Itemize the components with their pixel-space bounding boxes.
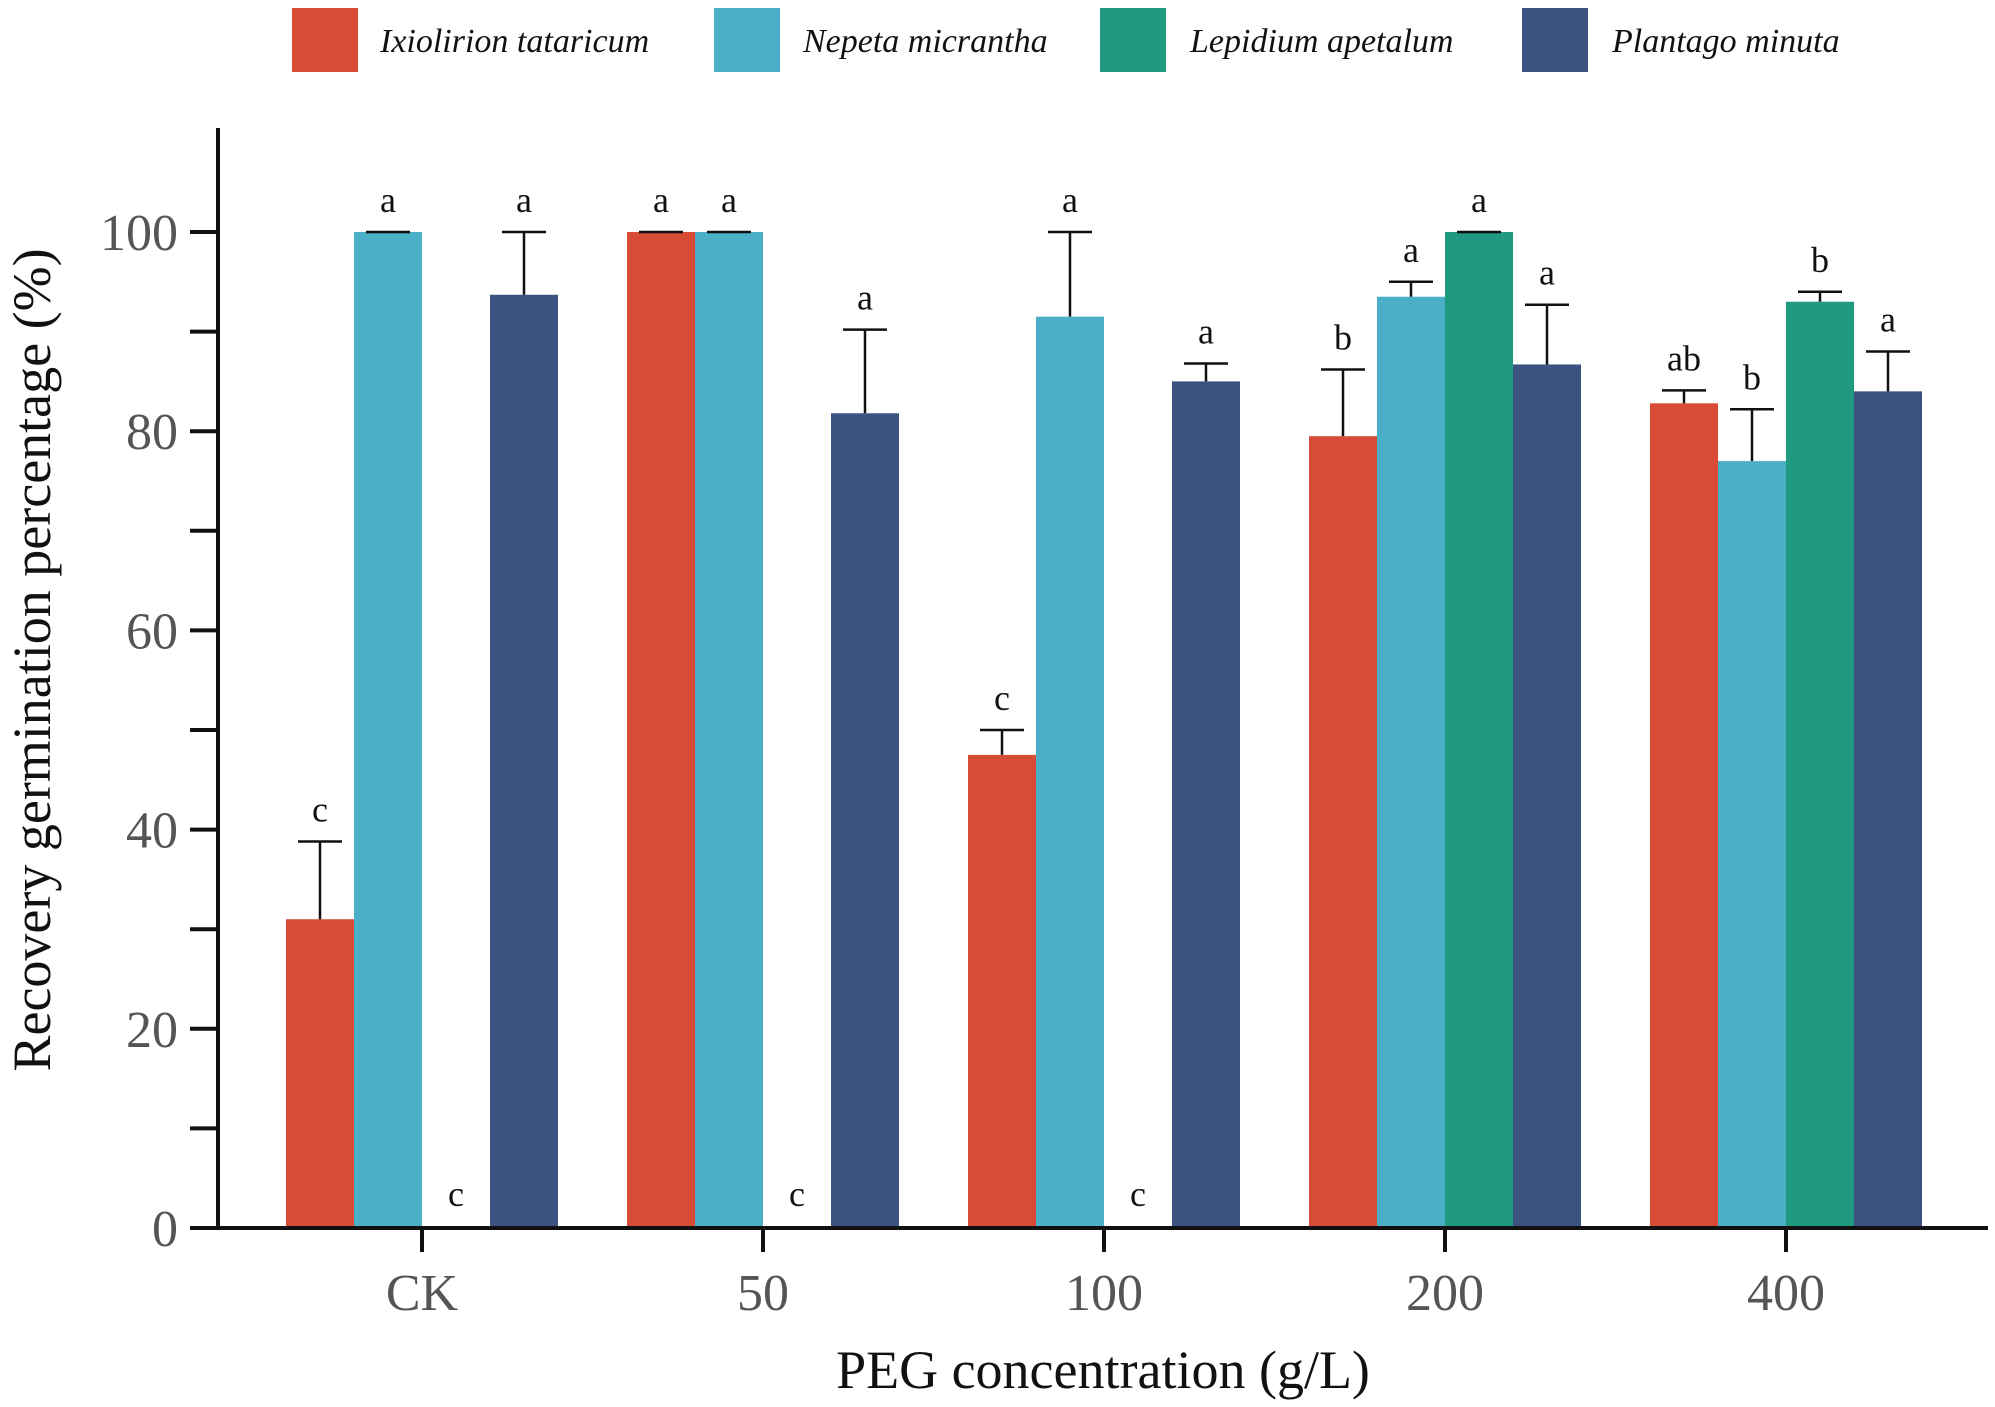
legend-swatch — [1522, 8, 1588, 72]
significance-label: a — [653, 180, 669, 220]
legend-label: Nepeta micrantha — [802, 23, 1048, 60]
y-tick-label: 20 — [126, 1002, 178, 1059]
legend-label: Plantago minuta — [1611, 23, 1840, 60]
legend-label: Ixiolirion tataricum — [379, 23, 649, 60]
bar — [286, 919, 354, 1228]
x-tick-label: 400 — [1747, 1265, 1825, 1322]
bar — [1718, 461, 1786, 1229]
y-tick-label: 100 — [100, 205, 178, 262]
x-axis-ticks: CK 50 100 200 400 — [386, 1228, 1825, 1322]
significance-label: c — [994, 678, 1010, 718]
y-tick-label: 80 — [126, 404, 178, 461]
significance-label: c — [448, 1174, 464, 1214]
x-tick-label: 200 — [1406, 1265, 1484, 1322]
bar — [1036, 316, 1104, 1228]
bar — [354, 232, 422, 1228]
bar — [1854, 391, 1922, 1228]
significance-label: c — [1130, 1174, 1146, 1214]
x-tick-label: 50 — [737, 1265, 789, 1322]
significance-label: b — [1334, 317, 1352, 357]
x-tick-label: 100 — [1065, 1265, 1143, 1322]
significance-label: a — [516, 180, 532, 220]
bar — [1445, 232, 1513, 1228]
legend-swatch — [1100, 8, 1166, 72]
bar — [627, 232, 695, 1228]
significance-label: c — [312, 790, 328, 830]
error-bar-group — [298, 230, 1910, 920]
bar — [1377, 296, 1445, 1228]
bar — [1309, 436, 1377, 1228]
legend-label: Lepidium apetalum — [1189, 23, 1453, 60]
x-tick-label: CK — [386, 1265, 459, 1322]
bar — [695, 232, 763, 1228]
y-tick-label: 0 — [152, 1201, 178, 1258]
significance-label: a — [1403, 230, 1419, 270]
significance-label: a — [1539, 253, 1555, 293]
y-tick-label: 40 — [126, 803, 178, 860]
legend-swatch — [714, 8, 780, 72]
bar — [1650, 403, 1718, 1228]
bar — [1786, 301, 1854, 1229]
legend: Ixiolirion tataricum Nepeta micrantha Lepi… — [292, 8, 1840, 72]
significance-label: a — [1880, 300, 1896, 340]
bar — [1172, 381, 1240, 1228]
y-tick-label: 60 — [126, 603, 178, 660]
significance-label: ab — [1667, 338, 1701, 378]
significance-label: c — [789, 1174, 805, 1214]
y-axis-title: Recovery germination percentage (%) — [2, 248, 62, 1071]
significance-label: a — [721, 180, 737, 220]
bar — [490, 294, 558, 1228]
significance-label: b — [1743, 357, 1761, 397]
bar — [968, 754, 1036, 1228]
bar-group — [286, 232, 1922, 1229]
significance-label: a — [1198, 311, 1214, 351]
legend-swatch — [292, 8, 358, 72]
y-axis-ticks: 0 20 40 60 80 100 — [100, 205, 218, 1258]
x-axis-title: PEG concentration (g/L) — [836, 1340, 1370, 1400]
bar — [1513, 364, 1581, 1228]
significance-label: a — [1062, 180, 1078, 220]
significance-label: a — [380, 180, 396, 220]
significance-label: a — [857, 278, 873, 318]
bar — [831, 413, 899, 1229]
significance-label: a — [1471, 180, 1487, 220]
significance-label: b — [1811, 240, 1829, 280]
